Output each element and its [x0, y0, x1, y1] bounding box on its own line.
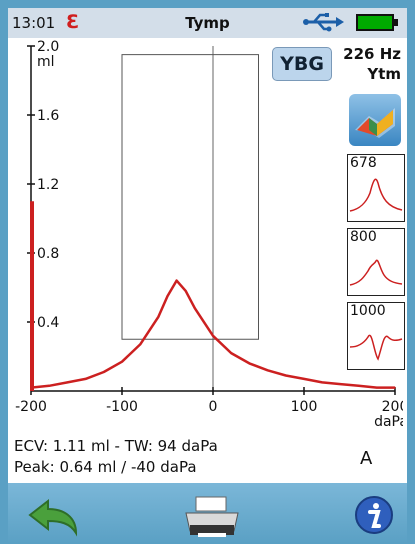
data-point: [48, 385, 50, 387]
tymp-screen: 0.4 0.8 1.2 1.6 2.0ml -200 -100 0 100 200daPa YBG…: [8, 38, 407, 483]
data-point: [139, 344, 141, 346]
data-point: [212, 335, 214, 337]
y-tick-label: 1.2: [37, 177, 59, 193]
y-unit-label: ml: [37, 54, 55, 70]
mini-plot-800[interactable]: 800: [347, 228, 405, 296]
data-point: [285, 375, 287, 377]
data-point: [249, 363, 251, 365]
x-tick-label: -200: [15, 399, 47, 415]
data-point: [185, 290, 187, 292]
probe-frequency-value: 226 Hz: [343, 44, 401, 64]
data-point: [103, 371, 105, 373]
mini-plot-678[interactable]: 678: [347, 154, 405, 222]
data-point: [303, 378, 305, 380]
data-point: [358, 385, 360, 387]
x-tick-label: 0: [209, 399, 218, 415]
data-point: [321, 382, 323, 384]
peak-readout: Peak: 0.64 ml / -40 daPa: [14, 457, 218, 478]
data-point: [194, 307, 196, 309]
ybg-button[interactable]: YBG: [272, 47, 332, 81]
tolerance-box: [122, 55, 259, 340]
data-point: [158, 316, 160, 318]
status-bar: 13:01 Ɛ Tymp: [8, 8, 407, 38]
y-tick-label: 1.6: [37, 108, 59, 124]
ear-side-label: A: [360, 448, 372, 469]
ecv-tw-readout: ECV: 1.11 ml - TW: 94 daPa: [14, 436, 218, 457]
data-point: [230, 352, 232, 354]
data-point: [176, 280, 178, 282]
x-tick-label: 200: [382, 399, 403, 415]
y-tick-label: 2.0: [37, 39, 59, 55]
x-unit-label: daPa: [374, 414, 403, 430]
data-point: [167, 295, 169, 297]
data-point: [394, 387, 396, 389]
tympanogram-chart: 0.4 0.8 1.2 1.6 2.0ml -200 -100 0 100 200daPa: [8, 38, 403, 438]
battery-icon: [356, 14, 394, 31]
mini-plot-label: 1000: [350, 303, 386, 319]
info-icon[interactable]: [354, 495, 394, 535]
back-arrow-icon[interactable]: [26, 497, 82, 537]
results-readout: ECV: 1.11 ml - TW: 94 daPa Peak: 0.64 ml…: [14, 436, 218, 478]
data-point: [376, 387, 378, 389]
printer-icon[interactable]: [180, 493, 244, 541]
screen-title: Tymp: [8, 14, 407, 32]
probe-frequency: 226 Hz Ytm: [343, 44, 401, 84]
mini-plot-1000[interactable]: 1000: [347, 302, 405, 370]
mini-plot-label: 678: [350, 155, 377, 171]
data-point: [30, 387, 32, 389]
data-point: [67, 382, 69, 384]
3d-view-button[interactable]: [349, 94, 401, 146]
bottom-toolbar: [8, 483, 407, 544]
3d-surface-icon: [349, 94, 401, 146]
probe-mode: Ytm: [343, 64, 401, 84]
y-tick-label: 0.4: [37, 315, 59, 331]
mini-plot-label: 800: [350, 229, 377, 245]
data-point: [121, 361, 123, 363]
data-point: [340, 383, 342, 385]
data-point: [85, 378, 87, 380]
x-tick-label: -100: [106, 399, 138, 415]
usb-icon: [302, 11, 346, 33]
y-tick-label: 0.8: [37, 246, 59, 262]
data-point: [267, 370, 269, 372]
x-tick-label: 100: [291, 399, 318, 415]
